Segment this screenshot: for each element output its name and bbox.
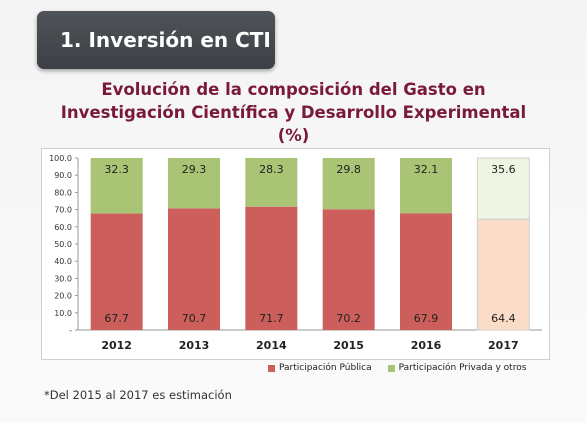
data-label-publica-2016: 67.9 — [414, 312, 439, 325]
data-label-publica-2015: 70.2 — [336, 312, 361, 325]
data-label-publica-2012: 67.7 — [104, 312, 128, 325]
data-label-privada-2013: 29.3 — [182, 163, 207, 176]
data-label-privada-2015: 29.8 — [336, 163, 361, 176]
legend-swatch-publica — [268, 364, 275, 372]
x-tick-label-2017: 2017 — [488, 339, 519, 352]
y-tick-label: - — [69, 326, 72, 335]
x-tick-label-2016: 2016 — [411, 339, 442, 352]
bar-privada-2015 — [322, 158, 375, 210]
data-label-publica-2017: 64.4 — [491, 312, 516, 325]
bar-publica-2015 — [322, 209, 375, 330]
stacked-bar-chart: - 10.0 20.0 30.0 40.0 50.0 60.0 70.0 80.0 90.0 100… — [49, 154, 542, 352]
y-tick-label: 100.0 — [49, 154, 72, 163]
data-label-publica-2013: 70.7 — [182, 312, 207, 325]
legend-label-privada: Participación Privada y otros — [398, 363, 527, 373]
data-label-privada-2012: 32.3 — [104, 163, 128, 176]
section-title: 1. Inversión en CTI — [60, 28, 271, 52]
chart-title-line-2: Investigación Científica y Desarrollo Ex… — [60, 103, 527, 122]
chart-legend: Participación Pública Participación Priv… — [268, 361, 542, 375]
data-label-privada-2014: 28.3 — [259, 163, 284, 176]
chart-title-line-3: (%) — [277, 126, 310, 145]
bar-publica-2016 — [400, 213, 452, 330]
y-tick-label: 30.0 — [54, 274, 72, 283]
y-tick-label: 20.0 — [54, 292, 72, 301]
bar-privada-2016 — [400, 158, 452, 214]
y-tick-label: 70.0 — [54, 206, 72, 215]
data-label-privada-2016: 32.1 — [414, 163, 439, 176]
x-tick-label-2012: 2012 — [101, 339, 132, 352]
chart-title: Evolución de la composición del Gasto en… — [40, 78, 547, 147]
y-tick-label: 90.0 — [54, 171, 72, 180]
bar-publica-2012 — [90, 213, 143, 330]
bar-publica-2017 — [476, 218, 530, 331]
bar-publica-2013 — [168, 208, 220, 330]
bar-privada-2012 — [90, 158, 143, 214]
footnote: *Del 2015 al 2017 es estimación — [44, 388, 232, 402]
section-header: 1. Inversión en CTI — [37, 11, 275, 69]
data-label-publica-2014: 71.7 — [259, 312, 284, 325]
legend-label-publica: Participación Pública — [279, 363, 372, 373]
y-tick-label: 80.0 — [54, 188, 72, 197]
legend-item-publica: Participación Pública — [268, 363, 372, 373]
bar-publica-2014 — [245, 206, 298, 330]
x-tick-label-2015: 2015 — [333, 339, 364, 352]
x-tick-label-2013: 2013 — [179, 339, 210, 352]
y-tick-label: 60.0 — [54, 223, 72, 232]
chart-title-line-1: Evolución de la composición del Gasto en — [101, 80, 486, 99]
bar-privada-2017 — [476, 157, 530, 220]
data-label-privada-2017: 35.6 — [491, 163, 516, 176]
y-tick-label: 10.0 — [54, 309, 72, 318]
chart-area: - 10.0 20.0 30.0 40.0 50.0 60.0 70.0 80.0 90.0 100… — [41, 148, 550, 360]
legend-swatch-privada — [387, 364, 395, 372]
bar-privada-2013 — [168, 158, 220, 209]
y-tick-label: 50.0 — [54, 240, 72, 249]
y-tick-label: 40.0 — [54, 257, 72, 266]
legend-item-privada: Participación Privada y otros — [387, 363, 527, 373]
x-tick-label-2014: 2014 — [256, 339, 287, 352]
bar-privada-2014 — [245, 158, 298, 207]
